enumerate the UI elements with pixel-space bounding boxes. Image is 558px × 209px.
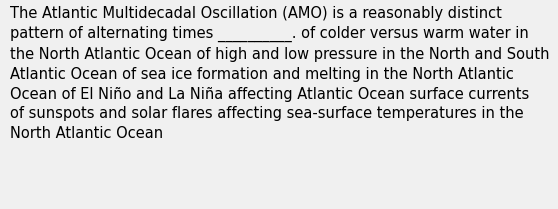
Text: The Atlantic Multidecadal Oscillation (AMO) is a reasonably distinct
pattern of : The Atlantic Multidecadal Oscillation (A… [10,6,550,141]
